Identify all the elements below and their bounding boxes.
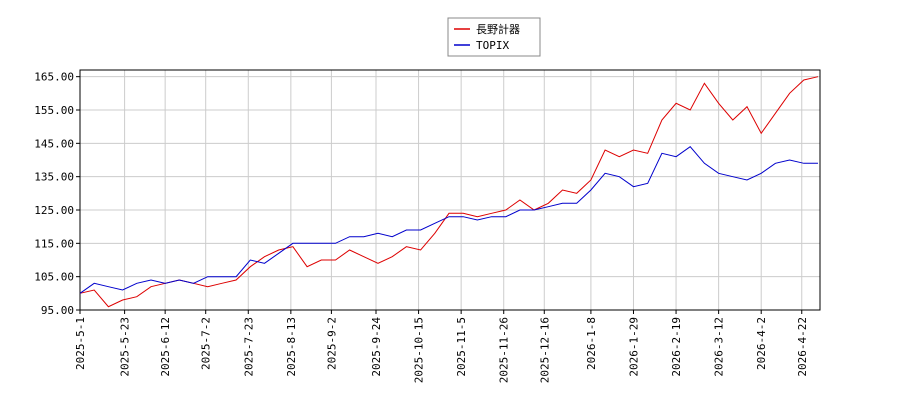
x-tick-label: 2025-7-23	[242, 317, 255, 377]
y-tick-label: 95.00	[41, 304, 74, 317]
y-tick-label: 105.00	[34, 271, 74, 284]
x-tick-label: 2026-1-8	[585, 317, 598, 370]
legend: 長野計器 TOPIX	[447, 17, 541, 57]
y-tick-label: 155.00	[34, 104, 74, 117]
legend-label: 長野計器	[476, 22, 520, 36]
legend-box	[447, 17, 541, 57]
x-tick-label: 2025-8-13	[285, 317, 298, 377]
y-tick-label: 135.00	[34, 171, 74, 184]
y-tick-label: 145.00	[34, 137, 74, 150]
x-tick-label: 2025-12-16	[538, 317, 551, 383]
y-tick-label: 125.00	[34, 204, 74, 217]
x-tick-label: 2026-4-22	[796, 317, 809, 377]
x-tick-label: 2025-5-23	[119, 317, 132, 377]
x-tick-label: 2025-9-24	[370, 317, 383, 377]
x-tick-label: 2026-2-19	[670, 317, 683, 377]
x-tick-label: 2025-7-2	[200, 317, 213, 370]
x-tick-label: 2025-5-1	[74, 317, 87, 370]
series-line	[79, 76, 819, 308]
x-tick-label: 2025-10-15	[413, 317, 426, 383]
plot-frame	[79, 69, 821, 311]
x-tick-label: 2025-6-12	[159, 317, 172, 377]
legend-label: TOPIX	[476, 39, 509, 52]
x-tick-label: 2025-11-5	[455, 317, 468, 377]
x-tick-label: 2026-1-29	[627, 317, 640, 377]
y-tick-label: 165.00	[34, 71, 74, 84]
x-tick-label: 2025-11-26	[498, 317, 511, 383]
x-tick-label: 2025-9-2	[325, 317, 338, 370]
series-line	[79, 146, 818, 294]
x-tick-label: 2026-4-2	[755, 317, 768, 370]
x-tick-label: 2026-3-12	[713, 317, 726, 377]
y-tick-label: 115.00	[34, 237, 74, 250]
